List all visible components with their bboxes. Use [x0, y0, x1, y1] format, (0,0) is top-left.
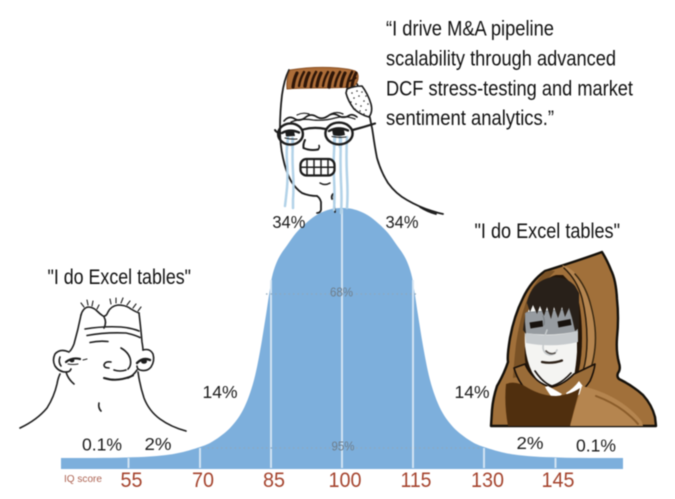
svg-text:"I do Excel tables": "I do Excel tables" [48, 266, 192, 289]
svg-text:2%: 2% [145, 434, 172, 454]
svg-text:2%: 2% [517, 433, 544, 453]
svg-text:"I do Excel tables": "I do Excel tables" [475, 220, 621, 243]
svg-text:sentiment analytics.”: sentiment analytics.” [386, 107, 554, 130]
svg-text:145: 145 [542, 469, 575, 492]
svg-text:100: 100 [329, 469, 362, 492]
svg-text:68%: 68% [330, 286, 353, 300]
svg-text:34%: 34% [272, 212, 305, 232]
svg-text:95%: 95% [332, 440, 355, 454]
svg-text:0.1%: 0.1% [82, 435, 122, 455]
svg-text:DCF stress-testing and market: DCF stress-testing and market [386, 78, 633, 101]
svg-text:14%: 14% [203, 382, 238, 402]
svg-text:70: 70 [192, 469, 214, 492]
svg-text:IQ score: IQ score [64, 474, 102, 485]
svg-text:115: 115 [401, 469, 432, 492]
svg-text:0.1%: 0.1% [576, 436, 616, 456]
svg-text:130: 130 [471, 469, 504, 492]
svg-text:14%: 14% [455, 382, 490, 402]
svg-text:scalability through advanced: scalability through advanced [386, 48, 616, 71]
svg-text:85: 85 [263, 469, 285, 492]
svg-text:“I drive M&A pipeline: “I drive M&A pipeline [386, 18, 554, 41]
svg-text:34%: 34% [386, 212, 419, 232]
svg-text:55: 55 [121, 469, 143, 492]
